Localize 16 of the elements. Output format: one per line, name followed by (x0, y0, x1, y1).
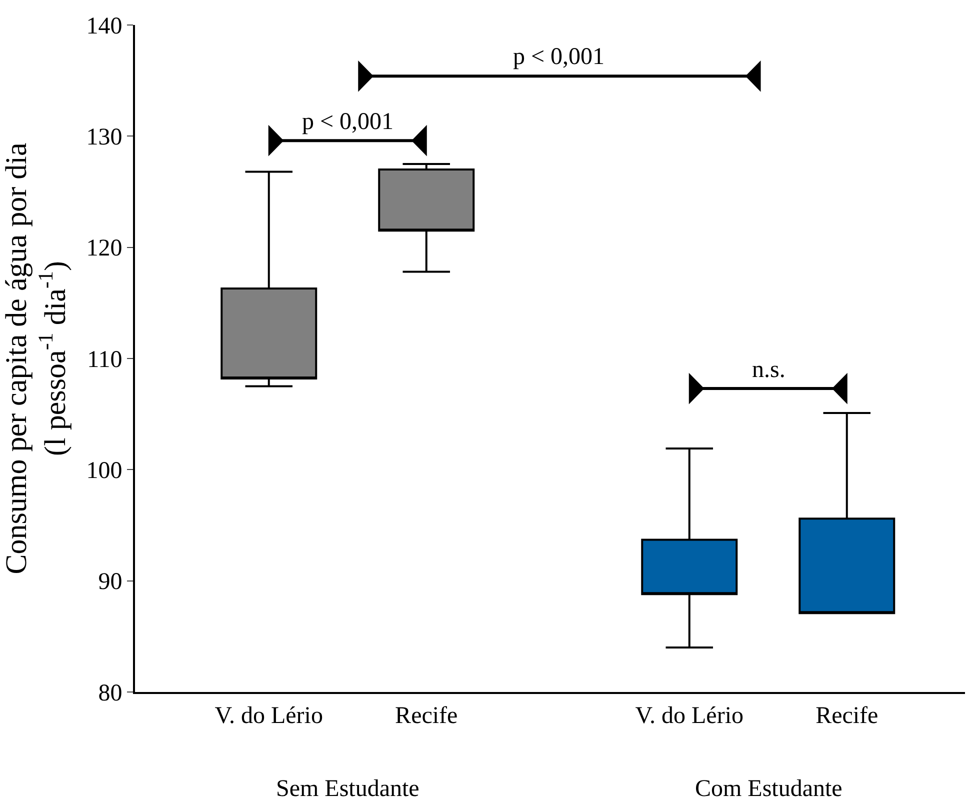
x-tick-label: Recife (816, 702, 878, 729)
y-tick-label: 130 (86, 124, 122, 151)
annotation: p < 0,001 (302, 109, 394, 135)
text: Com Estudante (695, 776, 842, 802)
text: Sem Estudante (276, 776, 420, 802)
y-tick-label: 140 (86, 13, 122, 40)
y-tick-label: 80 (98, 680, 122, 706)
y-tick-label: 120 (86, 236, 122, 262)
annotation: n.s. (752, 357, 786, 383)
y-tick-label: 110 (87, 346, 122, 373)
annotation: p < 0,001 (513, 44, 605, 70)
x-tick-label: Recife (395, 702, 458, 729)
y-tick-label: 100 (86, 458, 122, 484)
x-tick-label: V. do Lério (635, 702, 744, 729)
x-tick-label: V. do Lério (214, 702, 323, 729)
y-tick-label: 90 (98, 569, 122, 596)
